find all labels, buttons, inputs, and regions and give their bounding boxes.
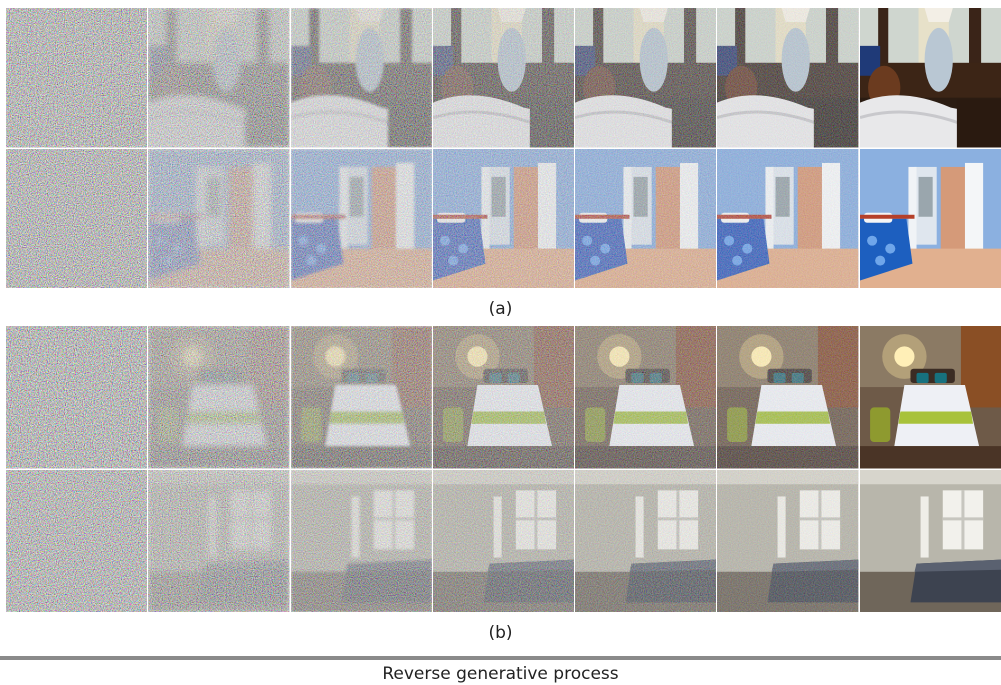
panel-a-row-1-step-5-image	[575, 8, 717, 148]
panel-b-row-2-step-3-image	[290, 469, 432, 612]
divider-rule	[0, 656, 1001, 660]
panel-a-row-1-step-3-image	[290, 8, 432, 148]
panel-a-grid	[6, 8, 1001, 288]
panel-b-row-2-step-7-image	[859, 469, 1001, 612]
panel-b-grid	[6, 326, 1001, 612]
panel-b-row-2-step-4-image	[432, 469, 575, 612]
panel-b-row-1-step-7-image	[859, 326, 1001, 469]
panel-a-row-1-step-6-image	[717, 8, 859, 148]
panel-b-row-1-step-3-image	[290, 326, 432, 469]
panel-b-row-1-step-1-image	[6, 326, 148, 469]
panel-a-row-2-step-3-image	[290, 148, 432, 288]
panel-b-caption: (b)	[488, 623, 513, 643]
panel-b-row-1-step-4-image	[432, 326, 575, 469]
panel-b-row-2-step-1-image	[6, 469, 148, 612]
panel-a-row-1-step-1-image	[6, 8, 148, 148]
panel-a-row-2-step-4-image	[432, 148, 575, 288]
panel-b-row-2-step-6-image	[717, 469, 859, 612]
panel-a-row-2-step-5-image	[575, 148, 717, 288]
panel-b-row-1-step-5-image	[575, 326, 717, 469]
panel-a-row-2-step-7-image	[859, 148, 1001, 288]
panel-a-row-2-step-2-image	[148, 148, 290, 288]
panel-b-row-1-step-2-image	[148, 326, 290, 469]
panel-a-row-2-step-1-image	[6, 148, 148, 288]
panel-b-row-2-step-2-image	[148, 469, 290, 612]
panel-a-row-2-step-6-image	[717, 148, 859, 288]
panel-b-row-2-step-5-image	[575, 469, 717, 612]
panel-a-row-1-step-2-image	[148, 8, 290, 148]
reverse-process-label: Reverse generative process	[382, 664, 619, 684]
panel-a-row-1-step-7-image	[859, 8, 1001, 148]
panel-b-row-1-step-6-image	[717, 326, 859, 469]
panel-a-caption: (a)	[488, 299, 513, 319]
panel-a-row-1-step-4-image	[432, 8, 575, 148]
